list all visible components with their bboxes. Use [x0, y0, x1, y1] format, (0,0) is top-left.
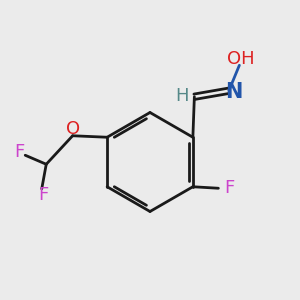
Text: O: O: [66, 120, 80, 138]
Text: OH: OH: [227, 50, 255, 68]
Text: F: F: [224, 179, 235, 197]
Text: F: F: [14, 143, 24, 161]
Text: N: N: [225, 82, 242, 102]
Text: F: F: [38, 186, 48, 205]
Text: H: H: [175, 87, 188, 105]
